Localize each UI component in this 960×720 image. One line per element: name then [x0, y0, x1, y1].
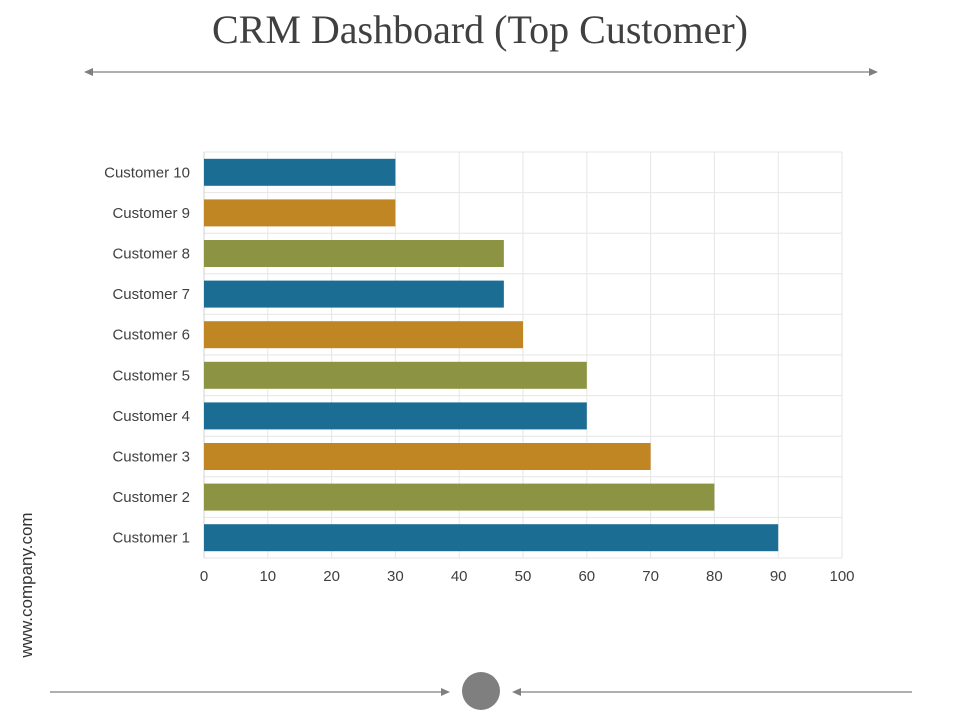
x-tick-label: 80 [706, 568, 723, 585]
x-tick-label: 60 [578, 568, 595, 585]
chart-bars [204, 158, 779, 552]
y-category-label: Customer 3 [112, 449, 190, 466]
y-category-label: Customer 10 [104, 164, 190, 181]
y-category-label: Customer 2 [112, 489, 190, 506]
bar [204, 402, 587, 430]
y-category-label: Customer 6 [112, 327, 190, 344]
bar [204, 280, 504, 308]
x-tick-label: 40 [451, 568, 468, 585]
bottom-left-arrow [50, 688, 450, 696]
bar [204, 199, 396, 227]
x-tick-label: 70 [642, 568, 659, 585]
x-tick-label: 100 [829, 568, 854, 585]
x-tick-label: 30 [387, 568, 404, 585]
y-category-label: Customer 8 [112, 246, 190, 263]
x-tick-label: 50 [515, 568, 532, 585]
y-category-label: Customer 5 [112, 367, 190, 384]
page-title: CRM Dashboard (Top Customer) [211, 7, 749, 52]
chart-labels: 0 10 20 30 40 50 60 70 80 90 100 Customer 10 Custome… [104, 164, 854, 585]
center-circle-icon [462, 672, 500, 710]
bar [204, 361, 587, 389]
x-tick-label: 20 [323, 568, 340, 585]
bar [204, 240, 504, 267]
bar [204, 321, 523, 349]
top-double-arrow [84, 68, 878, 76]
x-tick-label: 10 [259, 568, 276, 585]
x-tick-label: 0 [200, 568, 208, 585]
y-category-label: Customer 9 [112, 205, 190, 222]
watermark-text: www.company.com [17, 512, 36, 658]
bar [204, 443, 651, 470]
bar [204, 483, 715, 511]
y-category-label: Customer 4 [112, 408, 190, 425]
x-tick-label: 90 [770, 568, 787, 585]
bar [204, 158, 396, 186]
y-category-label: Customer 7 [112, 286, 190, 303]
bottom-right-arrow [512, 688, 912, 696]
bar [204, 524, 779, 552]
y-category-label: Customer 1 [112, 530, 190, 547]
